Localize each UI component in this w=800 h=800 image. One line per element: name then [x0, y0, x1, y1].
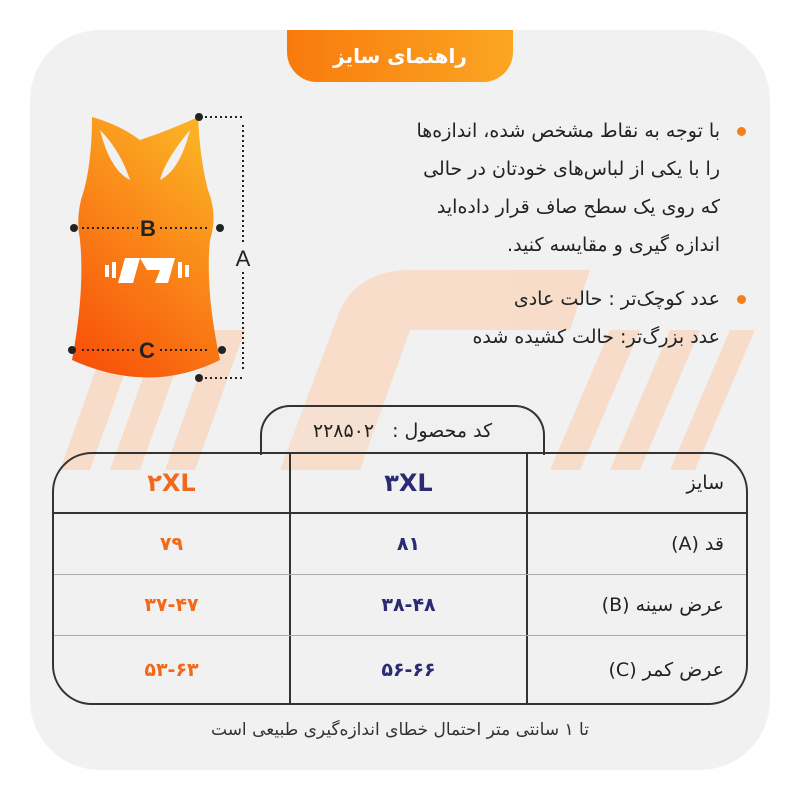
product-code-value: ۲۲۸۵۰۲ [312, 420, 375, 442]
row-label: قد (A) [526, 514, 746, 574]
header-2xl: ۲XL [147, 469, 196, 497]
instruction-line: را با یکی از لباس‌های خودتان در حالی [423, 158, 720, 180]
cell-2xl: ۷۹ [159, 533, 184, 555]
page-title: راهنمای سایز [287, 30, 513, 82]
tank-top-shape [72, 117, 220, 378]
footer-note: تا ۱ سانتی متر احتمال خطای اندازه‌گیری ط… [211, 720, 589, 740]
table-row: عرض کمر (C) ۵۶-۶۶ ۵۳-۶۳ [54, 636, 746, 703]
table-row: قد (A) ۸۱ ۷۹ [54, 514, 746, 575]
header-size: سایز [526, 454, 746, 512]
instruction-line: عدد کوچک‌تر : حالت عادی [513, 288, 720, 310]
label-a: A [236, 246, 251, 271]
product-code: کد محصول : ۲۲۸۵۰۲ [260, 405, 545, 455]
instruction-line: که روی یک سطح صاف قرار داده‌اید [436, 196, 720, 218]
label-c: C [139, 338, 155, 363]
cell-3xl: ۳۸-۴۸ [289, 575, 526, 635]
instruction-line: با توجه به نقاط مشخص شده، اندازه‌ها [416, 120, 721, 142]
row-label: عرض سینه (B) [526, 575, 746, 635]
cell-2xl: ۵۳-۶۳ [144, 659, 199, 681]
table-header-row: سایز ۳XL ۲XL [54, 454, 746, 514]
label-b: B [140, 216, 156, 241]
table-row: عرض سینه (B) ۳۸-۴۸ ۳۷-۴۷ [54, 575, 746, 636]
cell-3xl: ۵۶-۶۶ [289, 636, 526, 703]
size-table: سایز ۳XL ۲XL قد (A) ۸۱ ۷۹ عرض سینه (B) ۳… [52, 452, 748, 705]
instruction-line: اندازه گیری و مقایسه کنید. [507, 234, 720, 256]
row-label: عرض کمر (C) [526, 636, 746, 703]
instructions: با توجه به نقاط مشخص شده، اندازه‌ها را ب… [310, 112, 750, 356]
cell-3xl: ۸۱ [289, 514, 526, 574]
instruction-bullet-2: عدد کوچک‌تر : حالت عادی عدد بزرگ‌تر: حال… [310, 280, 750, 356]
tank-top-diagram: A B C [68, 113, 251, 382]
header-3xl: ۳XL [289, 454, 526, 512]
brand-logo-icon [105, 258, 189, 283]
product-code-label: کد محصول : [392, 420, 493, 442]
instruction-line: عدد بزرگ‌تر: حالت کشیده شده [472, 326, 720, 348]
cell-2xl: ۳۷-۴۷ [144, 594, 199, 616]
instruction-bullet-1: با توجه به نقاط مشخص شده، اندازه‌ها را ب… [310, 112, 750, 264]
